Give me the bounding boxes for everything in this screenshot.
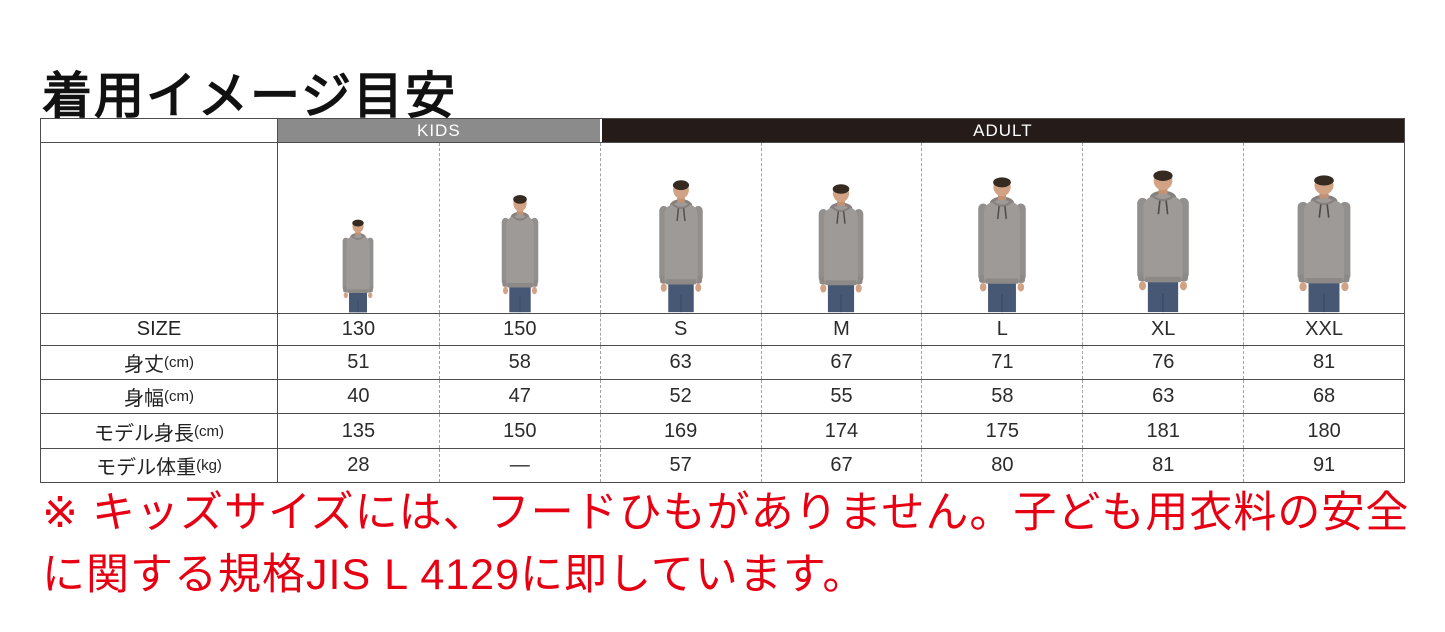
page-title: 着用イメージ目安 xyxy=(42,67,457,124)
model-photo-XL xyxy=(1082,143,1243,313)
weight-value-M: 67 xyxy=(760,449,922,482)
length-value-XL: 76 xyxy=(1082,346,1243,379)
height-value-L: 175 xyxy=(921,414,1082,448)
length-value-M: 67 xyxy=(760,346,922,379)
row-label-text: モデル体重 xyxy=(96,457,197,479)
size-value-L: L xyxy=(921,314,1082,345)
size-value-M: M xyxy=(760,314,922,345)
weight-value-XXL: 91 xyxy=(1243,449,1404,482)
row-label-unit: (kg) xyxy=(196,457,222,474)
width-value-150: 47 xyxy=(438,380,600,413)
width-value-S: 52 xyxy=(599,380,761,413)
row-label-text: モデル身長 xyxy=(94,422,194,445)
row-label-unit: (cm) xyxy=(194,422,224,440)
header-spacer-cell xyxy=(41,119,278,142)
size-row: SIZE 130 150 S M L XL XXL xyxy=(41,313,1404,345)
weight-value-S: 57 xyxy=(599,449,761,482)
height-row-label: モデル身長 (cm) xyxy=(41,414,278,448)
size-value-S: S xyxy=(599,314,761,345)
height-value-XL: 181 xyxy=(1082,414,1243,448)
size-value-150: 150 xyxy=(438,314,600,345)
height-value-XXL: 180 xyxy=(1243,414,1404,448)
row-label-text: SIZE xyxy=(136,318,182,340)
width-value-130: 40 xyxy=(347,385,370,407)
group-header-row: KIDS ADULT xyxy=(41,119,1404,142)
row-label-text: 身幅 xyxy=(124,388,164,410)
model-photo-row xyxy=(41,142,1404,313)
model-photo-XXL xyxy=(1243,143,1404,313)
weight-row: モデル体重 (kg) 28 —57 67 80 81 91 xyxy=(41,448,1404,482)
width-value-XXL: 68 xyxy=(1243,380,1404,413)
width-row: 身幅 (cm) 40 47 52 55 58 63 68 xyxy=(41,379,1404,413)
weight-row-label: モデル体重 (kg) xyxy=(41,449,278,482)
length-value-L: 71 xyxy=(921,346,1082,379)
row-label-unit: (cm) xyxy=(164,388,194,405)
weight-value-150: — xyxy=(438,449,600,482)
size-row-label: SIZE xyxy=(41,314,278,345)
model-photo-130 xyxy=(278,143,439,313)
row-label-unit: (cm) xyxy=(164,354,194,371)
length-value-XXL: 81 xyxy=(1243,346,1404,379)
weight-value-L: 80 xyxy=(921,449,1082,482)
model-row-spacer-cell xyxy=(41,143,278,313)
height-value-130: 135 xyxy=(341,419,376,442)
length-value-S: 63 xyxy=(599,346,761,379)
length-row-label: 身丈 (cm) xyxy=(41,346,278,379)
note-line-1: ※ キッズサイズには、フードひもがありません。子ども用衣料の安全 xyxy=(42,489,1410,537)
length-value-130: 51 xyxy=(347,351,370,373)
width-row-label: 身幅 (cm) xyxy=(41,380,278,413)
width-value-XL: 63 xyxy=(1082,380,1243,413)
model-photo-S xyxy=(599,143,761,313)
kids-safety-note: ※ キッズサイズには、フードひもがありません。子ども用衣料の安全 に関する規格J… xyxy=(42,482,1412,606)
note-line-2: に関する規格JIS L 4129に即しています。 xyxy=(42,551,867,599)
model-photo-L xyxy=(921,143,1082,313)
weight-value-XL: 81 xyxy=(1082,449,1243,482)
width-value-L: 58 xyxy=(921,380,1082,413)
height-row: モデル身長 (cm) 135 150 169 174 175 181 180 xyxy=(41,413,1404,448)
length-row: 身丈 (cm) 51 58 63 67 71 76 81 xyxy=(41,345,1404,379)
size-value-130: 130 xyxy=(341,318,376,340)
weight-value-130: 28 xyxy=(347,454,370,476)
kids-group-header: KIDS xyxy=(278,119,600,142)
length-value-150: 58 xyxy=(438,346,600,379)
size-comparison-table: KIDS ADULT xyxy=(40,118,1405,483)
size-value-XXL: XXL xyxy=(1243,314,1404,345)
height-value-150: 150 xyxy=(438,414,600,448)
row-label-text: 身丈 xyxy=(124,354,164,376)
model-photo-150 xyxy=(438,143,600,313)
width-value-M: 55 xyxy=(760,380,922,413)
height-value-S: 169 xyxy=(599,414,761,448)
height-value-M: 174 xyxy=(760,414,922,448)
adult-group-header: ADULT xyxy=(599,119,1404,142)
size-value-XL: XL xyxy=(1082,314,1243,345)
model-photo-M xyxy=(760,143,922,313)
